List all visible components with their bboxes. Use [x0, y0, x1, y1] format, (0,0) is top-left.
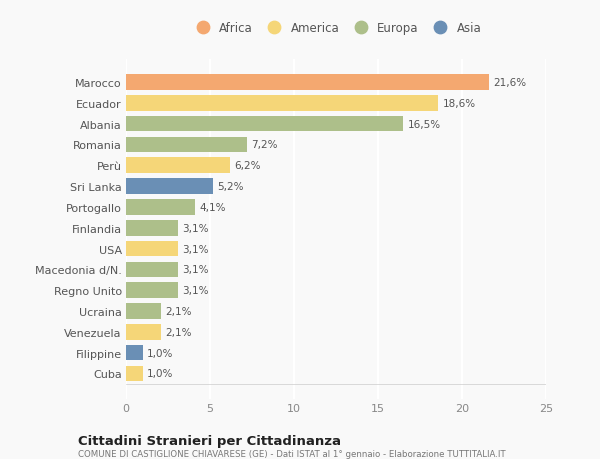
Bar — [126, 303, 161, 319]
Text: 3,1%: 3,1% — [182, 244, 209, 254]
Bar — [126, 283, 178, 298]
Text: COMUNE DI CASTIGLIONE CHIAVARESE (GE) - Dati ISTAT al 1° gennaio - Elaborazione : COMUNE DI CASTIGLIONE CHIAVARESE (GE) - … — [78, 449, 506, 458]
Legend: Africa, America, Europa, Asia: Africa, America, Europa, Asia — [187, 18, 485, 38]
Bar — [126, 158, 230, 174]
Bar — [126, 200, 195, 215]
Bar — [126, 262, 178, 278]
Bar — [126, 179, 214, 195]
Text: 1,0%: 1,0% — [147, 348, 173, 358]
Bar — [126, 241, 178, 257]
Bar — [126, 345, 143, 360]
Text: 16,5%: 16,5% — [407, 119, 440, 129]
Text: 7,2%: 7,2% — [251, 140, 278, 150]
Text: 4,1%: 4,1% — [199, 202, 226, 213]
Bar — [126, 75, 489, 91]
Text: 6,2%: 6,2% — [235, 161, 261, 171]
Bar — [126, 117, 403, 132]
Text: 3,1%: 3,1% — [182, 265, 209, 274]
Bar — [126, 220, 178, 236]
Text: 21,6%: 21,6% — [493, 78, 526, 88]
Bar — [126, 366, 143, 381]
Text: 3,1%: 3,1% — [182, 285, 209, 296]
Bar — [126, 137, 247, 153]
Bar — [126, 96, 439, 112]
Text: 18,6%: 18,6% — [443, 99, 476, 109]
Text: Cittadini Stranieri per Cittadinanza: Cittadini Stranieri per Cittadinanza — [78, 434, 341, 447]
Text: 3,1%: 3,1% — [182, 223, 209, 233]
Text: 1,0%: 1,0% — [147, 369, 173, 379]
Text: 2,1%: 2,1% — [166, 327, 192, 337]
Text: 2,1%: 2,1% — [166, 306, 192, 316]
Text: 5,2%: 5,2% — [218, 182, 244, 192]
Bar — [126, 324, 161, 340]
